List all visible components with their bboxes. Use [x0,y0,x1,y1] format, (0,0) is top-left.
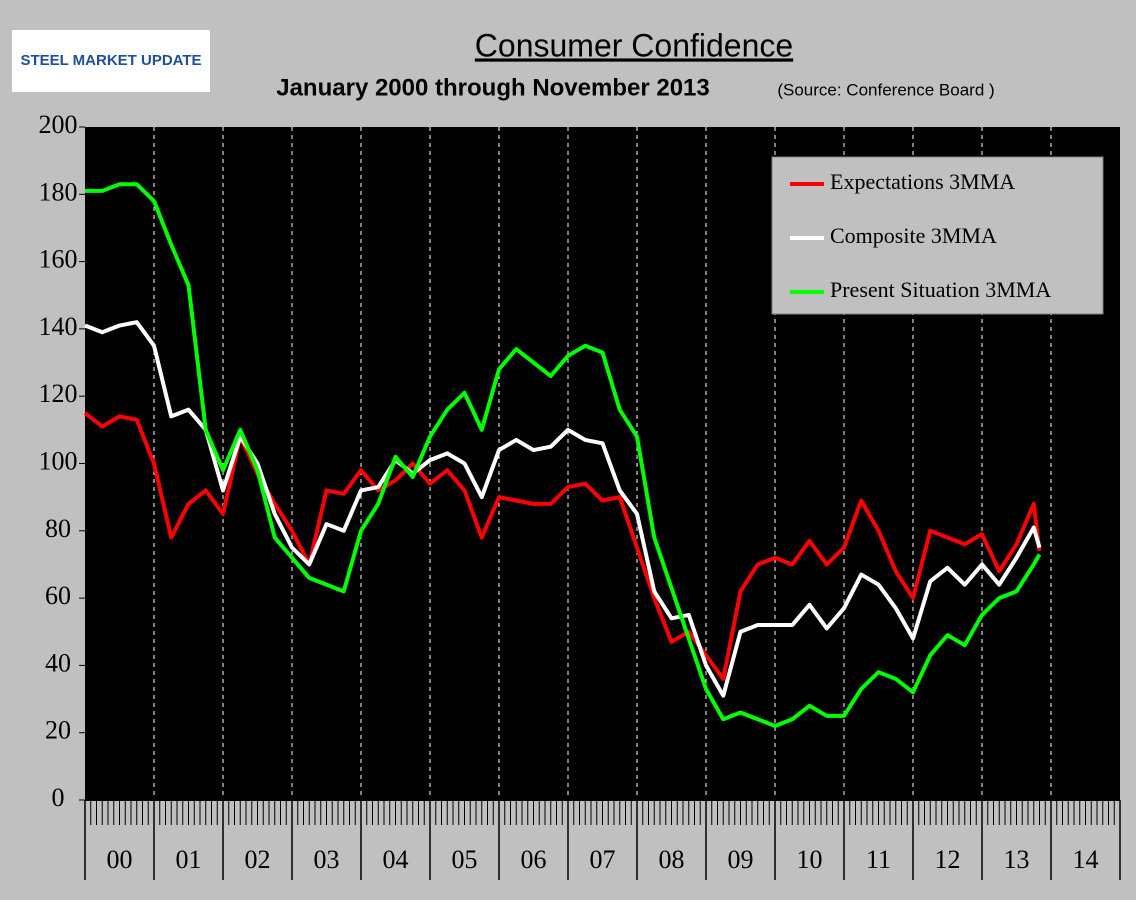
source: (Source: Conference Board ) [777,80,994,99]
chart-title: Consumer Confidence [475,27,793,63]
y-tick-label: 100 [39,446,78,475]
y-tick-label: 160 [39,245,78,274]
x-tick-label: 12 [935,845,961,874]
series-line [85,182,1042,728]
y-tick-label: 180 [39,177,78,206]
y-tick-label: 0 [52,783,65,812]
x-tick-label: 03 [314,845,340,874]
x-tick-label: 11 [866,845,891,874]
legend-label: Expectations 3MMA [830,169,1015,194]
x-tick-label: 13 [1004,845,1030,874]
y-tick-label: 200 [39,110,78,139]
x-tick-label: 04 [383,845,409,874]
logo-box [12,30,210,92]
x-tick-label: 05 [452,845,478,874]
x-tick-label: 07 [590,845,616,874]
y-tick-label: 20 [45,716,71,745]
x-tick-label: 10 [797,845,823,874]
x-tick-label: 02 [245,845,271,874]
chart-subtitle: January 2000 through November 2013 [276,74,710,101]
x-tick-label: 01 [176,845,202,874]
legend-label: Present Situation 3MMA [830,277,1051,302]
y-tick-label: 140 [39,312,78,341]
x-tick-label: 06 [521,845,547,874]
x-tick-label: 09 [728,845,754,874]
x-tick-label: 08 [659,845,685,874]
y-tick-label: 40 [45,648,71,677]
legend-box [771,156,1104,315]
y-tick-label: 60 [45,581,71,610]
y-tick-label: 80 [45,514,71,543]
y-tick-label: 120 [39,379,78,408]
x-tick-label: 14 [1073,845,1099,874]
logo: STEEL MARKET UPDATE [20,52,201,69]
x-tick-label: 00 [107,845,133,874]
legend-label: Composite 3MMA [830,223,997,248]
